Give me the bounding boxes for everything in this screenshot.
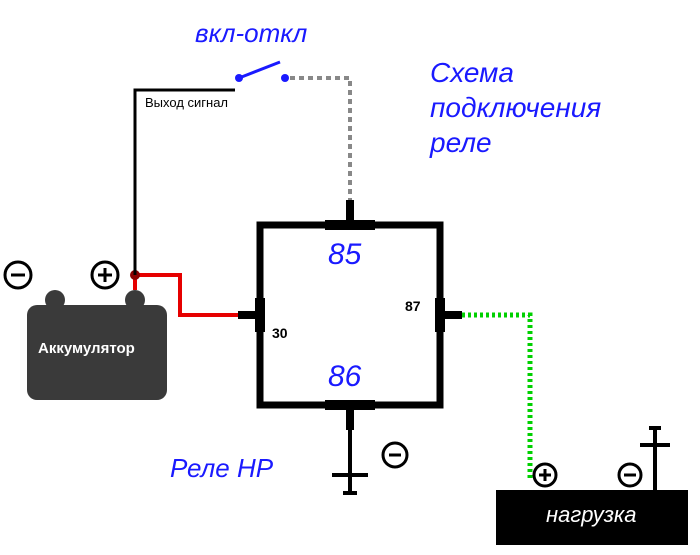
battery-minus-symbol	[5, 262, 31, 288]
pin86-label: 86	[328, 360, 361, 394]
wire-black-signal	[135, 90, 235, 275]
signal-out-label: Выход сигнал	[145, 95, 228, 110]
title-line1: Схема	[430, 55, 601, 90]
load-ground	[640, 428, 670, 490]
relay-pin-85	[325, 200, 375, 225]
load-label: нагрузка	[546, 502, 637, 528]
load-minus-symbol	[619, 464, 641, 486]
relay-pin-30	[238, 298, 260, 332]
switch	[235, 62, 289, 82]
pin85-label: 85	[328, 238, 361, 272]
wire-gray-dashed	[290, 78, 350, 213]
load-plus-symbol	[534, 464, 556, 486]
relay-pin-86	[325, 405, 375, 430]
title-line3: реле	[430, 125, 601, 160]
pin87-label: 87	[405, 298, 421, 314]
battery-label: Аккумулятор	[38, 340, 135, 357]
relay-name: Реле HP	[170, 453, 273, 484]
relay-ground	[332, 430, 368, 493]
wire-green	[462, 315, 530, 480]
switch-label: вкл-откл	[195, 18, 307, 49]
pin30-label: 30	[272, 325, 288, 341]
relay-ground-minus	[383, 443, 407, 467]
title-line2: подключения	[430, 90, 601, 125]
relay-pin-87	[440, 298, 462, 332]
battery-plus-symbol	[92, 262, 118, 288]
